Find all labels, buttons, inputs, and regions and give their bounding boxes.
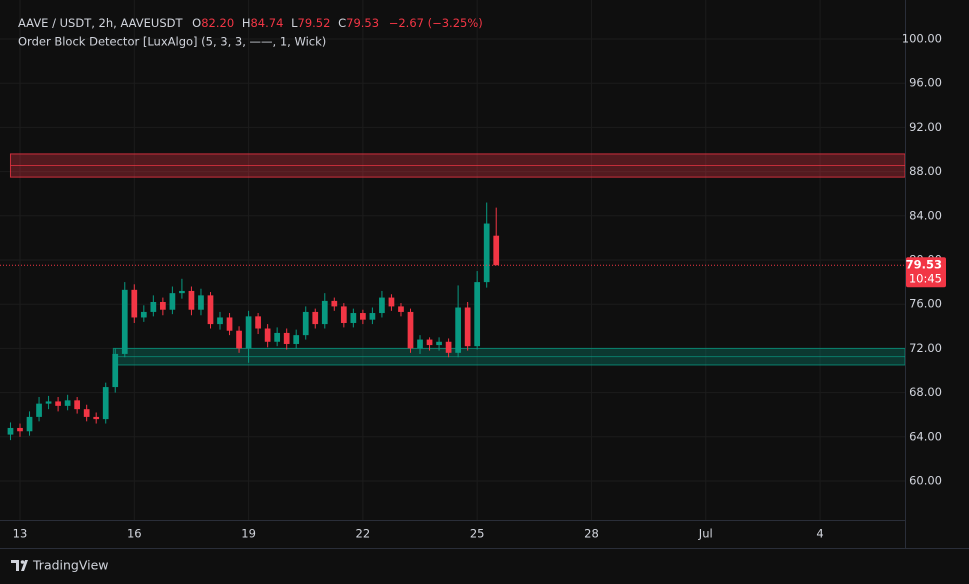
x-tick-label: Jul: [698, 527, 713, 541]
ohlc-value: 79.53: [346, 16, 379, 30]
brand-name: TradingView: [32, 558, 109, 573]
candle-body: [226, 317, 233, 331]
candle-body: [274, 332, 281, 342]
y-tick-label: 72.00: [909, 341, 942, 355]
symbol: AAVE / USDT, 2h, AAVEUSDT: [18, 16, 183, 30]
candle-body: [207, 295, 214, 325]
candle-body: [93, 416, 100, 420]
candle-body: [464, 307, 471, 347]
candle-body: [340, 306, 347, 323]
change: −2.67 (−3.25%): [389, 16, 483, 30]
legend-line: AAVE / USDT, 2h, AAVEUSDT O82.20 H84.74 …: [18, 16, 483, 30]
y-tick-label: 68.00: [909, 385, 942, 399]
candle-body: [64, 400, 71, 406]
grid: [0, 0, 905, 520]
y-tick-label: 100.00: [902, 32, 942, 46]
candle-body: [102, 387, 109, 420]
candle-body: [264, 328, 271, 342]
candle-body: [350, 313, 357, 323]
candle-body: [455, 307, 461, 353]
candle-body: [436, 341, 442, 346]
y-tick-label: 92.00: [909, 120, 942, 134]
candle-body: [112, 353, 119, 388]
candle-body: [188, 290, 195, 310]
candle-body: [331, 300, 338, 307]
y-tick-label: 64.00: [909, 429, 942, 443]
candle-body: [426, 339, 433, 346]
ohlc-value: 82.20: [201, 16, 234, 30]
x-tick-label: 28: [584, 527, 599, 541]
candle-body: [140, 311, 147, 318]
candle-body: [369, 313, 376, 320]
ohlc-label: C: [338, 16, 346, 30]
countdown: 10:45: [909, 272, 942, 286]
candle-body: [217, 317, 223, 325]
y-tick-label: 60.00: [909, 473, 942, 487]
ohlc-label: O: [192, 16, 201, 30]
candle-body: [398, 306, 404, 312]
candle-body: [407, 311, 414, 349]
x-tick-label: 16: [127, 527, 142, 541]
y-tick-label: 84.00: [909, 208, 942, 222]
candle-body: [245, 316, 252, 349]
candle-body: [169, 293, 176, 310]
candle-body: [74, 400, 81, 410]
x-tick-label: 25: [470, 527, 485, 541]
brand: TradingView: [11, 558, 109, 573]
candle-body: [179, 290, 185, 294]
axes: 60.0064.0068.0072.0076.0080.0084.0088.00…: [0, 32, 946, 541]
candle-body: [445, 341, 452, 353]
order-blocks: [9, 153, 906, 366]
x-tick-label: 22: [356, 527, 371, 541]
candle-body: [36, 403, 42, 417]
candle-body: [17, 427, 23, 432]
candle-body: [360, 313, 366, 320]
ohlc-value: 79.52: [298, 16, 331, 30]
candle-body: [379, 297, 385, 314]
brand-logo: [11, 560, 28, 571]
legend: AAVE / USDT, 2h, AAVEUSDT O82.20 H84.74 …: [18, 16, 483, 49]
candle-body: [417, 339, 423, 349]
candle-body: [312, 311, 319, 325]
y-tick-label: 96.00: [909, 76, 942, 90]
candle-body: [236, 330, 242, 349]
x-tick-label: 4: [816, 527, 823, 541]
candle-body: [160, 301, 166, 310]
candle-body: [83, 409, 90, 417]
candle-body: [7, 427, 14, 435]
candle-body: [474, 282, 481, 347]
x-tick-label: 13: [13, 527, 28, 541]
candle-body: [283, 332, 290, 344]
x-tick-label: 19: [241, 527, 256, 541]
candle-body: [321, 300, 328, 325]
candle-body: [121, 289, 128, 354]
last-price-box: [906, 257, 946, 288]
candle-body: [493, 235, 500, 266]
candle-body: [150, 301, 157, 312]
candle-body: [198, 295, 204, 310]
indicator-label: Order Block Detector [LuxAlgo] (5, 3, 3,…: [18, 35, 326, 49]
candle-body: [131, 289, 138, 318]
candle-body: [255, 316, 261, 329]
ohlc-value: 84.74: [250, 16, 283, 30]
candle-body: [293, 335, 300, 344]
ohlc-label: H: [242, 16, 251, 30]
candle-body: [26, 416, 33, 432]
y-tick-label: 88.00: [909, 164, 942, 178]
candle-body: [388, 297, 395, 307]
brand-logo-dot: [20, 560, 25, 564]
y-tick-label: 76.00: [909, 297, 942, 311]
candle-body: [483, 223, 490, 283]
candles: [7, 202, 500, 441]
candle-body: [302, 311, 309, 336]
candle-body: [45, 401, 52, 404]
last-price-label: 79.53: [906, 258, 942, 272]
ohlc-label: L: [291, 16, 298, 30]
candle-body: [55, 401, 61, 406]
